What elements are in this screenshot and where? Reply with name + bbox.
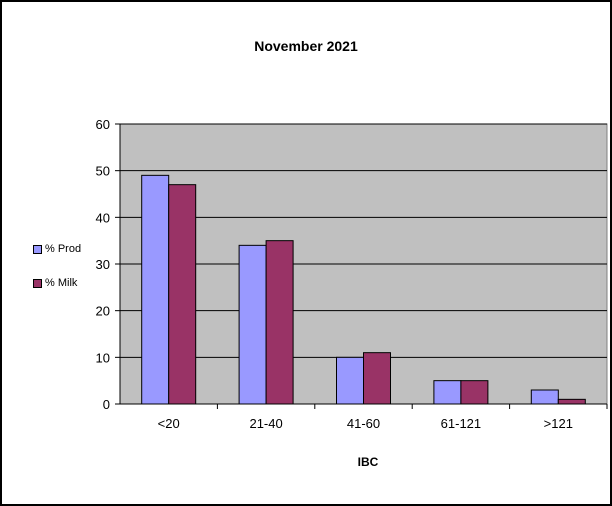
bar-prod [336, 356, 364, 405]
x-axis-label: IBC [357, 455, 379, 469]
y-tick-label: 30 [96, 257, 110, 272]
x-tick-label: 41-60 [347, 416, 380, 431]
y-tick-label: 40 [96, 210, 110, 225]
legend-label-milk: % Milk [45, 277, 78, 289]
bar-milk [168, 184, 197, 405]
x-tick-label: 61-121 [441, 416, 481, 431]
bar-prod [530, 389, 559, 405]
legend-item-milk: % Milk [33, 266, 81, 300]
y-tick-label: 10 [96, 350, 110, 365]
y-tick-label: 0 [103, 397, 110, 412]
chart-title: November 2021 [254, 38, 358, 54]
bar-milk [460, 380, 489, 405]
y-tick-label: 50 [96, 164, 110, 179]
legend-swatch-prod [33, 244, 42, 254]
legend-swatch-milk [33, 278, 42, 288]
legend: % Prod % Milk [33, 232, 81, 300]
x-tick-label: 21-40 [249, 416, 282, 431]
y-tick-label: 60 [96, 117, 110, 132]
bar-milk [557, 398, 586, 405]
bar-milk [363, 352, 391, 405]
legend-item-prod: % Prod [33, 232, 81, 266]
bar-prod [238, 244, 267, 405]
legend-label-prod: % Prod [45, 243, 82, 255]
bar-milk [265, 240, 294, 405]
y-tick-label: 20 [96, 304, 110, 319]
bar-prod [141, 174, 170, 405]
x-tick-label: <20 [158, 416, 180, 431]
x-tick-label: >121 [544, 416, 573, 431]
bar-prod [433, 380, 462, 405]
